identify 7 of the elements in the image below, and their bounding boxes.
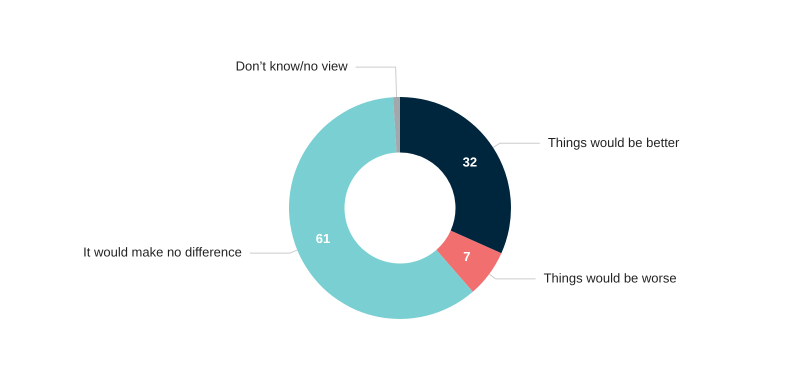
data-label: 61 bbox=[316, 231, 330, 246]
slice-label: Things would be better bbox=[548, 134, 680, 150]
data-label: 32 bbox=[462, 154, 478, 170]
slice-label: Things would be worse bbox=[544, 270, 677, 286]
slice-label: Don’t know/no view bbox=[236, 58, 348, 74]
slice-label: It would make no difference bbox=[83, 244, 242, 260]
data-label: 7 bbox=[463, 249, 471, 264]
